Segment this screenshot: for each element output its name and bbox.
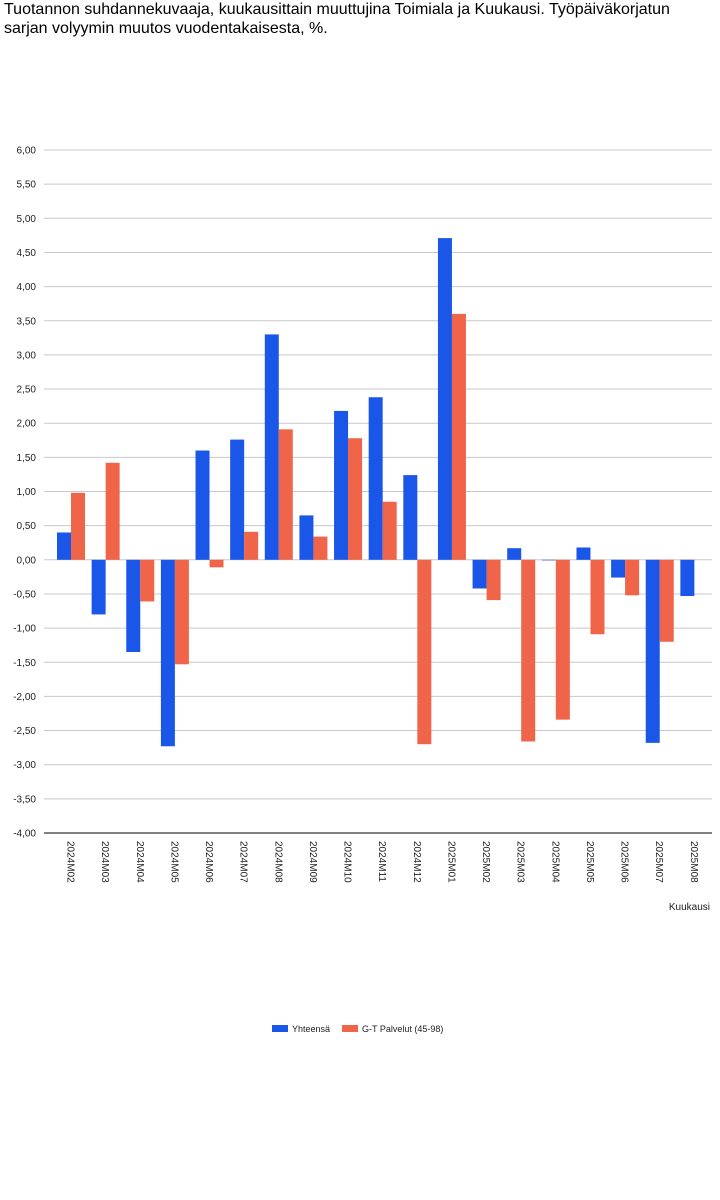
bar-palvelut-2025M04: [555, 559, 570, 720]
x-axis-tick-labels: 2024M02 2024M03 2024M04 2024M05 2024M06 2024M…: [65, 841, 699, 883]
y-tick-label: -1,50: [13, 658, 36, 669]
legend-label: Yhteensä: [292, 1024, 330, 1034]
bar-palvelut-2024M03: [105, 462, 120, 560]
bar-yhteensa-2025M01: [437, 238, 452, 560]
x-tick-label: 2024M12: [411, 841, 422, 883]
x-tick-label: 2024M04: [134, 841, 145, 883]
y-tick-label: 3,00: [17, 350, 37, 361]
bar-yhteensa-2024M04: [126, 559, 141, 653]
bar-palvelut-2025M02: [486, 559, 501, 601]
x-tick-label: 2025M05: [584, 841, 595, 883]
bar-palvelut-2025M01: [451, 313, 466, 560]
x-tick-label: 2024M07: [238, 841, 249, 883]
bar-palvelut-2024M06: [209, 559, 224, 568]
bar-yhteensa-2024M12: [403, 475, 418, 560]
bar-yhteensa-2024M05: [160, 559, 175, 747]
x-tick-label: 2024M09: [307, 841, 318, 883]
bar-yhteensa-2025M06: [611, 559, 626, 578]
bar-yhteensa-2024M02: [57, 532, 71, 560]
y-tick-label: -1,00: [13, 624, 36, 635]
bar-palvelut-2025M03: [521, 559, 536, 742]
legend-label: G-T Palvelut (45-98): [362, 1024, 443, 1034]
y-tick-label: 2,50: [17, 385, 37, 396]
x-tick-label: 2024M10: [342, 841, 353, 883]
bar-palvelut-2024M10: [348, 438, 363, 560]
y-axis-tick-labels: 6,00 5,50 5,00 4,50 4,00 3,50 3,00 2,50 2,00 1,50…: [13, 146, 36, 840]
bar-palvelut-2024M02: [71, 492, 85, 560]
x-tick-label: 2024M06: [203, 841, 214, 883]
bar-yhteensa-2025M07: [645, 559, 660, 743]
legend-swatch: [272, 1025, 288, 1032]
y-tick-label: 6,00: [17, 146, 37, 157]
bar-yhteensa-2024M09: [299, 515, 314, 560]
x-tick-label: 2025M04: [549, 841, 560, 883]
y-tick-label: 5,50: [17, 180, 37, 191]
x-tick-label: 2025M02: [480, 841, 491, 883]
bar-palvelut-2025M06: [625, 559, 640, 596]
x-tick-label: 2024M03: [99, 841, 110, 883]
bar-palvelut-2024M08: [278, 429, 293, 560]
bars: [57, 238, 695, 747]
bar-palvelut-2024M11: [382, 501, 397, 560]
y-tick-label: 1,00: [17, 487, 37, 498]
x-tick-label: 2025M06: [619, 841, 630, 883]
x-axis-title: Kuukausi: [669, 902, 710, 913]
y-tick-label: 3,50: [17, 316, 37, 327]
y-tick-label: 4,50: [17, 248, 37, 259]
bar-yhteensa-2025M03: [507, 548, 522, 560]
legend: Yhteensä G-T Palvelut (45-98): [272, 1024, 443, 1034]
bar-yhteensa-2025M02: [472, 559, 487, 589]
y-tick-label: 0,00: [17, 555, 37, 566]
bar-yhteensa-2024M03: [91, 559, 106, 615]
bar-yhteensa-2025M08: [680, 559, 695, 596]
chart-title: Tuotannon suhdannekuvaaja, kuukausittain…: [4, 1, 670, 37]
bar-yhteensa-2024M08: [264, 334, 279, 560]
bar-yhteensa-2025M05: [576, 547, 591, 560]
y-tick-label: -0,50: [13, 589, 36, 600]
y-tick-label: 2,00: [17, 419, 37, 430]
x-tick-label: 2025M03: [515, 841, 526, 883]
legend-swatch: [342, 1025, 358, 1032]
bar-palvelut-2025M07: [659, 559, 674, 642]
bar-palvelut-2024M12: [417, 559, 432, 745]
x-tick-label: 2025M08: [688, 841, 699, 883]
y-tick-label: 1,50: [17, 453, 37, 464]
x-tick-label: 2025M01: [445, 841, 456, 883]
bar-palvelut-2025M05: [590, 559, 605, 635]
x-tick-label: 2024M08: [272, 841, 283, 883]
bar-yhteensa-2024M10: [334, 410, 349, 560]
y-tick-label: 4,00: [17, 282, 37, 293]
y-tick-label: -2,50: [13, 726, 36, 737]
y-tick-label: 0,50: [17, 521, 37, 532]
bar-yhteensa-2024M06: [195, 450, 210, 560]
y-tick-label: -4,00: [13, 829, 36, 840]
bar-palvelut-2024M07: [244, 531, 259, 560]
x-tick-label: 2024M11: [376, 841, 387, 882]
bar-yhteensa-2025M04: [541, 559, 556, 561]
y-tick-label: -3,00: [13, 760, 36, 771]
y-tick-label: 5,00: [17, 214, 37, 225]
bar-palvelut-2024M04: [140, 559, 155, 602]
bar-yhteensa-2024M11: [368, 397, 383, 560]
bar-palvelut-2024M05: [174, 559, 189, 665]
y-tick-label: -2,00: [13, 692, 36, 703]
y-tick-label: -3,50: [13, 794, 36, 805]
bar-yhteensa-2024M07: [230, 439, 245, 560]
x-tick-label: 2025M07: [653, 841, 664, 883]
x-tick-label: 2024M05: [168, 841, 179, 883]
bar-palvelut-2024M09: [313, 536, 328, 560]
x-tick-label: 2024M02: [65, 841, 76, 883]
